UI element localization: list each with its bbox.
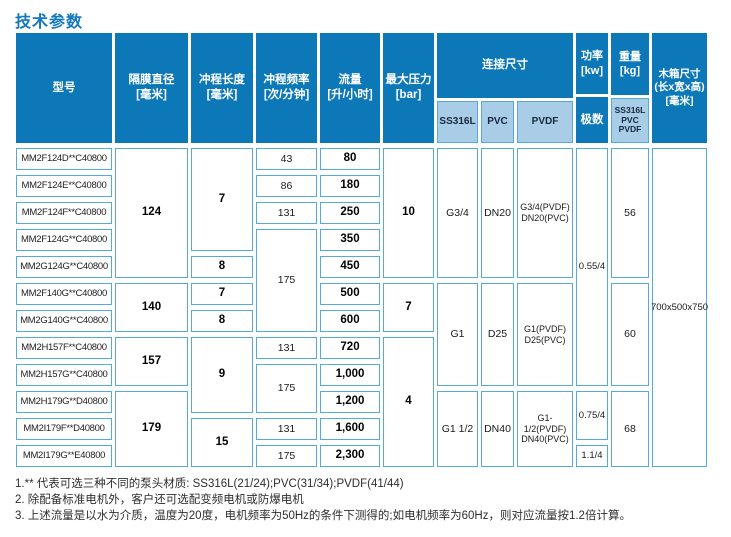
col-subheader-ss316l: SS316L bbox=[437, 101, 478, 143]
footnote-2: 2. 除配备标准电机外，客户还可选配变频电机或防爆电机 bbox=[15, 494, 304, 506]
col-header-weight: 重量 [kg] bbox=[611, 33, 649, 95]
stroke-length-cell: 7 bbox=[191, 283, 253, 305]
flow-cell: 250 bbox=[320, 202, 380, 224]
flow-cell: 1,000 bbox=[320, 364, 380, 386]
conn-pvc-cell: D25 bbox=[481, 283, 514, 386]
weight-cell: 56 bbox=[611, 148, 649, 278]
flow-cell: 350 bbox=[320, 229, 380, 251]
col-header-flow: 流量 [升/小时] bbox=[320, 33, 380, 143]
col-subheader-pvc: PVC bbox=[481, 101, 514, 143]
connection-subheaders: SS316L PVC PVDF bbox=[437, 101, 573, 143]
conn-pvdf-cell: G1(PVDF) D25(PVC) bbox=[517, 283, 573, 386]
stroke-frequency-cell: 175 bbox=[256, 229, 317, 332]
col-subheader-weight-materials: SS316L PVC PVDF bbox=[611, 98, 649, 143]
model-cell: MM2G124G**C40800 bbox=[16, 256, 112, 278]
power-cell: 0.75/4 bbox=[576, 391, 608, 440]
flow-cell: 180 bbox=[320, 175, 380, 197]
col-subheader-pvdf: PVDF bbox=[517, 101, 573, 143]
model-cell: MM2F124E**C40800 bbox=[16, 175, 112, 197]
flow-cell: 1,600 bbox=[320, 418, 380, 440]
col-header-weight-group: 重量 [kg] SS316L PVC PVDF bbox=[611, 33, 649, 143]
diaphragm-cell: 140 bbox=[115, 283, 188, 332]
conn-ss316l-cell: G3/4 bbox=[437, 148, 478, 278]
pressure-cell: 7 bbox=[383, 283, 434, 332]
conn-ss316l-cell: G1 1/2 bbox=[437, 391, 478, 467]
conn-ss316l-cell: G1 bbox=[437, 283, 478, 386]
model-cell: MM2H157G**C40800 bbox=[16, 364, 112, 386]
diaphragm-cell: 157 bbox=[115, 337, 188, 386]
model-cell: MM2G140G**C40800 bbox=[16, 310, 112, 332]
stroke-length-cell: 8 bbox=[191, 256, 253, 278]
flow-cell: 2,300 bbox=[320, 445, 380, 467]
flow-cell: 600 bbox=[320, 310, 380, 332]
stroke-frequency-cell: 131 bbox=[256, 337, 317, 359]
weight-cell: 68 bbox=[611, 391, 649, 467]
flow-cell: 80 bbox=[320, 148, 380, 170]
stroke-length-cell: 9 bbox=[191, 337, 253, 413]
page-title: 技术参数 bbox=[15, 14, 84, 31]
conn-pvc-cell: DN40 bbox=[481, 391, 514, 467]
stroke-length-cell: 8 bbox=[191, 310, 253, 332]
col-header-diaphragm: 隔膜直径 [毫米] bbox=[115, 33, 188, 143]
stroke-frequency-cell: 131 bbox=[256, 418, 317, 440]
power-cell: 0.55/4 bbox=[576, 148, 608, 386]
flow-cell: 720 bbox=[320, 337, 380, 359]
conn-pvdf-cell: G3/4(PVDF) DN20(PVC) bbox=[517, 148, 573, 278]
model-cell: MM2I179F**D40800 bbox=[16, 418, 112, 440]
col-header-power: 功率 [kw] bbox=[576, 33, 608, 94]
col-header-model: 型号 bbox=[16, 33, 112, 143]
diaphragm-cell: 124 bbox=[115, 148, 188, 278]
power-cell: 1.1/4 bbox=[576, 445, 608, 467]
model-cell: MM2H179G**D40800 bbox=[16, 391, 112, 413]
footnotes: 1.** 代表可选三种不同的泵头材质: SS316L(21/24);PVC(31… bbox=[15, 476, 725, 524]
conn-pvc-cell: DN20 bbox=[481, 148, 514, 278]
conn-pvdf-cell: G1-1/2(PVDF) DN40(PVC) bbox=[517, 391, 573, 467]
flow-cell: 450 bbox=[320, 256, 380, 278]
col-header-connection: 连接尺寸 bbox=[437, 33, 573, 98]
pressure-cell: 10 bbox=[383, 148, 434, 278]
model-cell: MM2H157F**C40800 bbox=[16, 337, 112, 359]
col-header-stroke-frequency: 冲程频率 [次/分钟] bbox=[256, 33, 317, 143]
model-cell: MM2F140G**C40800 bbox=[16, 283, 112, 305]
diaphragm-cell: 179 bbox=[115, 391, 188, 467]
footnote-3: 3. 上述流量是以水为介质，温度为20度，电机频率为50Hz的条件下测得的;如电… bbox=[15, 510, 631, 522]
col-header-box-size: 木箱尺寸 (长x宽x高) [毫米] bbox=[652, 33, 707, 143]
footnote-1: 1.** 代表可选三种不同的泵头材质: SS316L(21/24);PVC(31… bbox=[15, 478, 404, 490]
stroke-length-cell: 15 bbox=[191, 418, 253, 467]
stroke-frequency-cell: 131 bbox=[256, 202, 317, 224]
spec-table: 型号 隔膜直径 [毫米] 冲程长度 [毫米] 冲程频率 [次/分钟] 流量 [升… bbox=[16, 33, 708, 467]
col-header-pressure: 最大压力 [bar] bbox=[383, 33, 434, 143]
col-header-power-group: 功率 [kw] 极数 bbox=[576, 33, 608, 143]
stroke-length-cell: 7 bbox=[191, 148, 253, 251]
flow-cell: 500 bbox=[320, 283, 380, 305]
model-cell: MM2F124F**C40800 bbox=[16, 202, 112, 224]
flow-cell: 1,200 bbox=[320, 391, 380, 413]
model-cell: MM2F124G**C40800 bbox=[16, 229, 112, 251]
model-cell: MM2I179G**E40800 bbox=[16, 445, 112, 467]
stroke-frequency-cell: 175 bbox=[256, 364, 317, 413]
stroke-frequency-cell: 86 bbox=[256, 175, 317, 197]
weight-cell: 60 bbox=[611, 283, 649, 386]
stroke-frequency-cell: 175 bbox=[256, 445, 317, 467]
col-header-connection-group: 连接尺寸 SS316L PVC PVDF bbox=[437, 33, 573, 143]
col-header-stroke-length: 冲程长度 [毫米] bbox=[191, 33, 253, 143]
pressure-cell: 4 bbox=[383, 337, 434, 467]
model-cell: MM2F124D**C40800 bbox=[16, 148, 112, 170]
col-subheader-poles: 极数 bbox=[576, 97, 608, 143]
box-size-cell: 700x500x750 bbox=[651, 148, 708, 467]
stroke-frequency-cell: 43 bbox=[256, 148, 317, 170]
